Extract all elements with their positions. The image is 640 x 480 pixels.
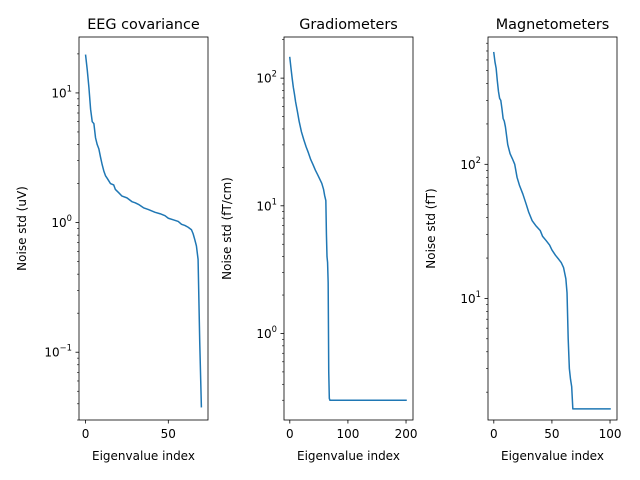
y-tick-label: 102 bbox=[460, 155, 481, 172]
y-tick-label: 100 bbox=[256, 324, 277, 341]
y-axis-label: Noise std (fT) bbox=[424, 188, 438, 268]
x-tick-label: 0 bbox=[82, 427, 90, 441]
y-axis-label: Noise std (uV) bbox=[15, 186, 29, 271]
axes-gradiometers: Gradiometers Eigenvalue index Noise std … bbox=[220, 17, 417, 463]
x-tick-label: 100 bbox=[336, 427, 359, 441]
x-tick-label: 0 bbox=[490, 427, 498, 441]
x-axis-label: Eigenvalue index bbox=[501, 449, 604, 463]
axes-eeg-covariance: EEG covariance Eigenvalue index Noise st… bbox=[15, 17, 209, 463]
x-tick-label: 50 bbox=[161, 427, 176, 441]
axes-title: Gradiometers bbox=[299, 17, 398, 33]
series-line bbox=[288, 56, 407, 401]
x-axis-label: Eigenvalue index bbox=[297, 449, 400, 463]
y-tick-label: 10−1 bbox=[44, 343, 72, 360]
x-tick-label: 100 bbox=[599, 427, 622, 441]
y-tick-label: 102 bbox=[256, 69, 277, 86]
x-tick-label: 200 bbox=[395, 427, 418, 441]
axes-magnetometers: Magnetometers Eigenvalue index Noise std… bbox=[424, 17, 621, 463]
y-axis-label: Noise std (fT/cm) bbox=[220, 177, 234, 280]
axes-frame bbox=[487, 36, 618, 421]
y-tick-label: 100 bbox=[51, 213, 72, 230]
axes-frame bbox=[78, 36, 209, 421]
x-axis-label: Eigenvalue index bbox=[92, 449, 195, 463]
y-tick-label: 101 bbox=[256, 196, 277, 213]
axes-title: Magnetometers bbox=[496, 17, 610, 33]
series-line bbox=[492, 51, 611, 410]
y-tick-label: 101 bbox=[460, 289, 481, 306]
x-tick-label: 50 bbox=[544, 427, 559, 441]
axes-title: EEG covariance bbox=[87, 17, 200, 33]
y-tick-label: 101 bbox=[51, 83, 72, 100]
series-line bbox=[84, 54, 203, 408]
axes-frame bbox=[283, 36, 414, 421]
x-tick-label: 0 bbox=[286, 427, 294, 441]
